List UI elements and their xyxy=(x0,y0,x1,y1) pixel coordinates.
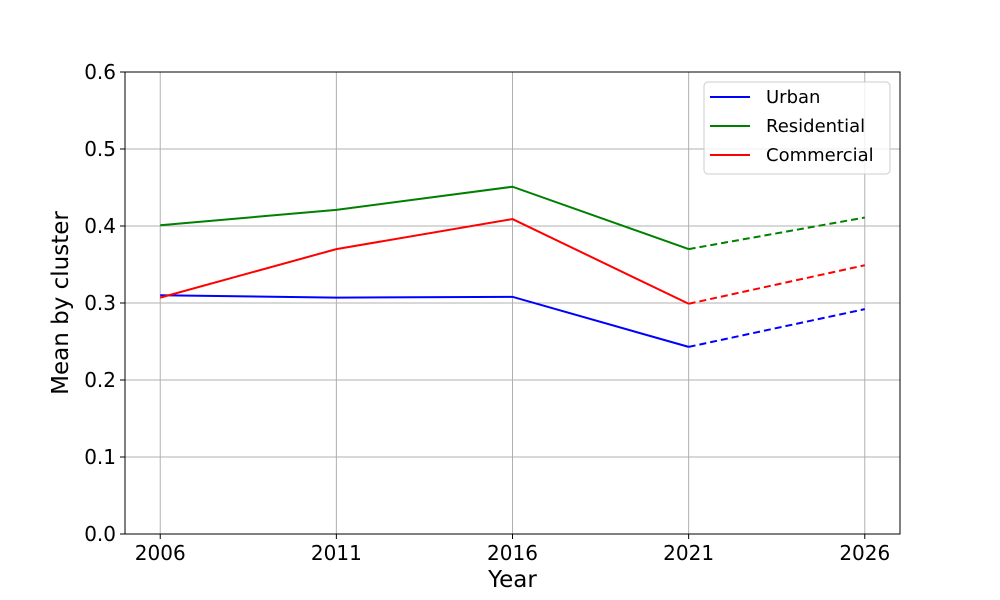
y-axis: 0.0 0.1 0.2 0.3 0.4 0.5 0.6 xyxy=(84,60,125,546)
y-tick-label: 0.4 xyxy=(84,214,116,238)
series-line-urban xyxy=(160,294,689,348)
series-layer xyxy=(159,185,865,348)
series-projection-residential xyxy=(688,216,865,251)
series-projection-urban xyxy=(688,308,865,348)
legend: Urban Residential Commercial xyxy=(703,81,891,175)
legend-label-commercial: Commercial xyxy=(766,145,874,166)
y-tick-label: 0.6 xyxy=(84,60,116,84)
y-tick-label: 0.3 xyxy=(84,291,116,315)
x-tick-label: 2006 xyxy=(135,541,186,565)
legend-box xyxy=(703,81,891,175)
x-axis-label: Year xyxy=(487,567,537,593)
series-projection-commercial xyxy=(688,264,865,305)
x-tick-label: 2011 xyxy=(311,541,362,565)
y-tick-label: 0.5 xyxy=(84,137,116,161)
legend-label-urban: Urban xyxy=(766,87,820,108)
y-tick-label: 0.1 xyxy=(84,445,116,469)
x-tick-label: 2026 xyxy=(839,541,890,565)
y-tick-label: 0.0 xyxy=(84,522,116,546)
legend-label-residential: Residential xyxy=(766,116,865,137)
x-tick-label: 2016 xyxy=(487,541,538,565)
y-tick-label: 0.2 xyxy=(84,368,116,392)
series-line-residential xyxy=(160,185,689,251)
x-axis: 2006 2011 2016 2021 2026 xyxy=(135,534,890,565)
y-axis-label: Mean by cluster xyxy=(48,211,74,395)
x-tick-label: 2021 xyxy=(663,541,714,565)
series-line-commercial xyxy=(159,218,690,305)
